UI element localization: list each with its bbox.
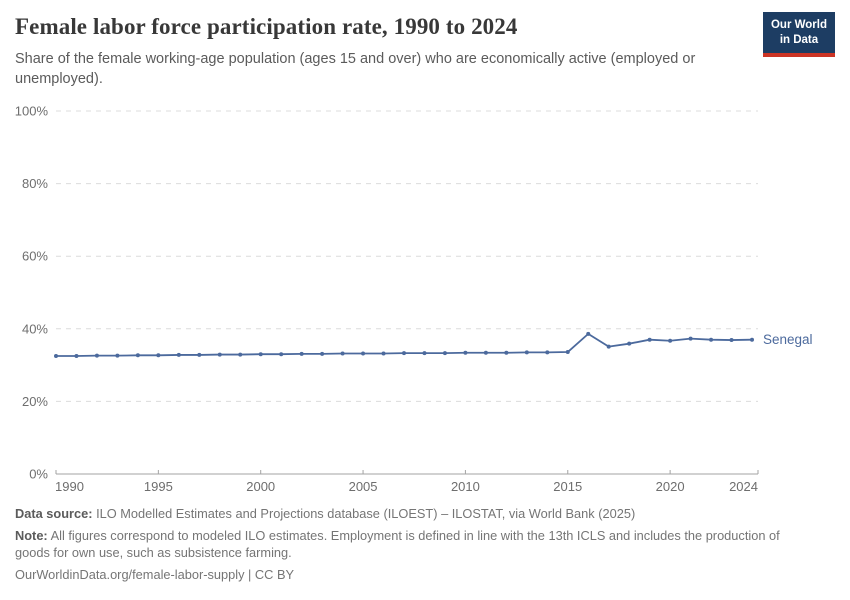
data-point[interactable] [115,353,120,358]
data-point[interactable] [709,337,714,342]
note-label: Note: [15,527,48,543]
y-tick-label: 40% [22,321,48,336]
chart-header: Female labor force participation rate, 1… [15,12,835,89]
data-point[interactable] [217,352,222,357]
data-source-label: Data source: [15,506,93,521]
x-tick-label: 2010 [451,479,480,494]
chart-plot-area[interactable]: 0% 20% 40% 60% 80% 100% 1990 1995 2000 2005 2010 20… [0,100,850,500]
data-point[interactable] [156,353,161,358]
data-point[interactable] [750,337,754,342]
chart-title: Female labor force participation rate, 1… [15,14,518,39]
data-point[interactable] [176,352,181,357]
data-point[interactable] [668,338,673,343]
license-link[interactable]: OurWorldinData.org/female-labor-supply |… [15,566,295,582]
data-point[interactable] [135,353,140,358]
y-tick-label: 60% [22,249,48,264]
note-text: All figures correspond to modeled ILO es… [15,527,780,560]
x-tick-label: 2020 [656,479,685,494]
owid-logo-line1: Our World [770,19,827,31]
data-point[interactable] [279,352,284,357]
data-point[interactable] [54,354,58,359]
data-point[interactable] [94,353,99,358]
data-source-line: Data source: ILO Modelled Estimates and … [15,506,835,523]
data-point[interactable] [524,350,529,355]
data-point[interactable] [320,351,325,356]
y-tick-label: 100% [15,104,49,119]
owid-logo[interactable]: Our World in Data [762,12,835,57]
x-tick-label: 2005 [349,479,378,494]
x-tick-label: 1995 [144,479,173,494]
series-label-senegal[interactable]: Senegal [763,332,813,347]
owid-logo-line2: in Data [779,33,819,46]
data-point[interactable] [463,350,468,355]
data-point[interactable] [586,331,591,336]
data-point[interactable] [627,341,632,346]
data-point[interactable] [729,338,734,343]
data-point[interactable] [504,350,509,355]
data-point[interactable] [340,351,345,356]
data-point[interactable] [606,344,611,349]
data-point[interactable] [442,351,447,356]
x-tick-label: 2015 [553,479,582,494]
data-point[interactable] [361,351,366,356]
data-source-text: ILO Modelled Estimates and Projections d… [96,506,636,521]
data-point[interactable] [483,350,488,355]
note-line: Note: All figures correspond to modeled … [15,528,799,562]
data-point[interactable] [545,350,550,355]
x-tick-label: 2024 [729,479,758,494]
data-point[interactable] [74,354,79,359]
line-chart-svg[interactable]: 0% 20% 40% 60% 80% 100% 1990 1995 2000 2005 2010 20… [0,100,850,500]
x-tick-label: 2000 [246,479,275,494]
y-tick-label: 80% [22,176,48,191]
data-point[interactable] [258,352,263,357]
data-point[interactable] [565,350,570,355]
data-point[interactable] [381,351,386,356]
chart-footer: Data source: ILO Modelled Estimates and … [15,506,835,589]
data-point[interactable] [299,351,304,356]
data-point[interactable] [238,352,243,357]
data-point[interactable] [647,337,652,342]
data-point[interactable] [402,351,406,356]
y-tick-label: 0% [29,467,48,482]
x-tick-label: 1990 [55,479,84,494]
chart-subtitle: Share of the female working-age populati… [15,51,696,87]
data-point[interactable] [422,351,427,356]
data-point[interactable] [688,336,693,341]
y-tick-label: 20% [22,394,48,409]
data-point[interactable] [197,352,202,357]
